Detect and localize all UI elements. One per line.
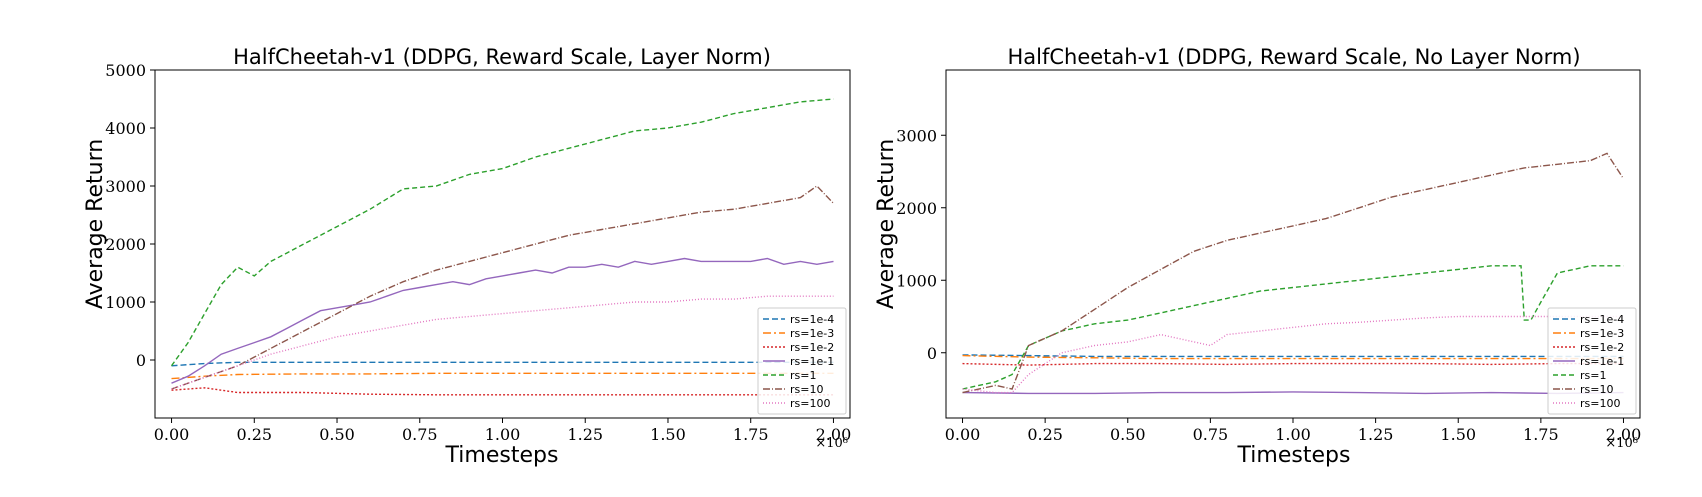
series-line-rs=1e-3 (962, 354, 1624, 360)
x-tick-label: 2.00 (816, 425, 852, 444)
series-line-rs=100 (962, 315, 1624, 394)
plot-frame (154, 69, 851, 419)
series-line-rs=10 (171, 185, 835, 390)
x-tick-label: 0.75 (402, 425, 438, 444)
legend-entry: rs=1e-4 (1580, 313, 1624, 326)
legend-entry: rs=10 (790, 383, 823, 396)
x-tick-label: 2.00 (1606, 425, 1642, 444)
legend-entry: rs=1e-3 (790, 327, 834, 340)
x-axis-multiplier: ×10⁶ (815, 436, 848, 451)
x-axis-multiplier: ×10⁶ (1605, 436, 1638, 451)
legend-entry: rs=1e-1 (1580, 355, 1624, 368)
series-line-rs=1e-2 (962, 362, 1624, 366)
x-tick-label: 1.25 (567, 425, 603, 444)
series-line-rs=1e-1 (171, 257, 834, 384)
legend-entry: rs=1e-3 (1580, 327, 1624, 340)
x-tick-label: 1.00 (1275, 425, 1311, 444)
series-line-rs=1e-3 (171, 372, 834, 380)
x-tick-label: 1.00 (485, 425, 521, 444)
chart-title: HalfCheetah-v1 (DDPG, Reward Scale, Laye… (233, 45, 771, 69)
y-tick-label: 0 (136, 351, 146, 370)
chart-no-layer-norm: HalfCheetah-v1 (DDPG, Reward Scale, No L… (874, 45, 1641, 468)
y-axis-label: Average Return (874, 139, 899, 309)
x-tick-label: 1.75 (733, 425, 769, 444)
y-tick-label: 3000 (896, 126, 937, 145)
series-line-rs=1 (170, 98, 834, 367)
chart-title: HalfCheetah-v1 (DDPG, Reward Scale, No L… (1007, 45, 1580, 69)
x-tick-label: 1.50 (650, 425, 686, 444)
legend-entry: rs=1 (790, 369, 816, 382)
x-tick-label: 0.25 (236, 425, 272, 444)
legend-entry: rs=100 (1580, 397, 1620, 410)
plot-frame (945, 69, 1641, 419)
legend-entry: rs=1e-2 (790, 341, 834, 354)
y-tick-label: 0 (927, 344, 937, 363)
y-tick-label: 3000 (105, 177, 146, 196)
series-line-rs=1e-4 (962, 354, 1624, 358)
legend-box (757, 307, 847, 415)
series-line-rs=1e-1 (962, 391, 1624, 395)
legend-box (1547, 307, 1637, 415)
series-line-rs=10 (962, 152, 1625, 394)
series-line-rs=1e-4 (171, 361, 834, 367)
legend-entry: rs=1 (1580, 369, 1606, 382)
y-tick-label: 1000 (896, 271, 937, 290)
y-axis-label: Average Return (83, 139, 108, 309)
x-axis-label: Timesteps (445, 443, 559, 468)
x-tick-label: 0.50 (319, 425, 355, 444)
x-tick-label: 1.25 (1358, 425, 1394, 444)
y-tick-label: 2000 (105, 235, 146, 254)
x-tick-label: 0.00 (154, 425, 190, 444)
y-tick-label: 1000 (105, 293, 146, 312)
series-line-rs=1e-2 (171, 387, 834, 396)
x-tick-label: 1.50 (1440, 425, 1476, 444)
legend-entry: rs=1e-4 (790, 313, 834, 326)
chart-layer-norm: HalfCheetah-v1 (DDPG, Reward Scale, Laye… (83, 45, 851, 468)
x-tick-label: 0.25 (1027, 425, 1063, 444)
legend: rs=1e-4rs=1e-3rs=1e-2rs=1e-1rs=1rs=10rs=… (757, 307, 847, 415)
legend-entry: rs=1e-2 (1580, 341, 1624, 354)
x-axis-label: Timesteps (1237, 443, 1351, 468)
y-tick-label: 4000 (105, 119, 146, 138)
x-tick-label: 0.75 (1193, 425, 1229, 444)
y-tick-label: 5000 (105, 61, 146, 80)
series-line-rs=100 (171, 295, 834, 390)
legend-entry: rs=10 (1580, 383, 1613, 396)
x-tick-label: 0.50 (1110, 425, 1146, 444)
x-tick-label: 0.00 (945, 425, 981, 444)
legend: rs=1e-4rs=1e-3rs=1e-2rs=1e-1rs=1rs=10rs=… (1547, 307, 1637, 415)
x-tick-label: 1.75 (1523, 425, 1559, 444)
y-tick-label: 2000 (896, 199, 937, 218)
legend-entry: rs=100 (790, 397, 830, 410)
legend-entry: rs=1e-1 (790, 355, 834, 368)
